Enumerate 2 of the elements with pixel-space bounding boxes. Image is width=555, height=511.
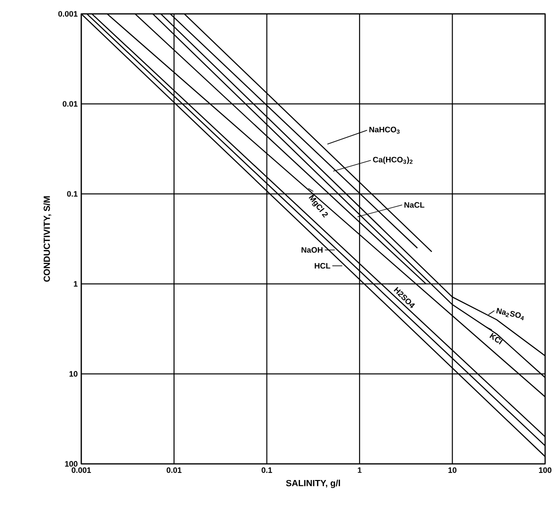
y-axis-title: CONDUCTIVITY, S/M bbox=[43, 196, 52, 282]
x-axis-title: SALINITY, g/l bbox=[286, 480, 340, 488]
